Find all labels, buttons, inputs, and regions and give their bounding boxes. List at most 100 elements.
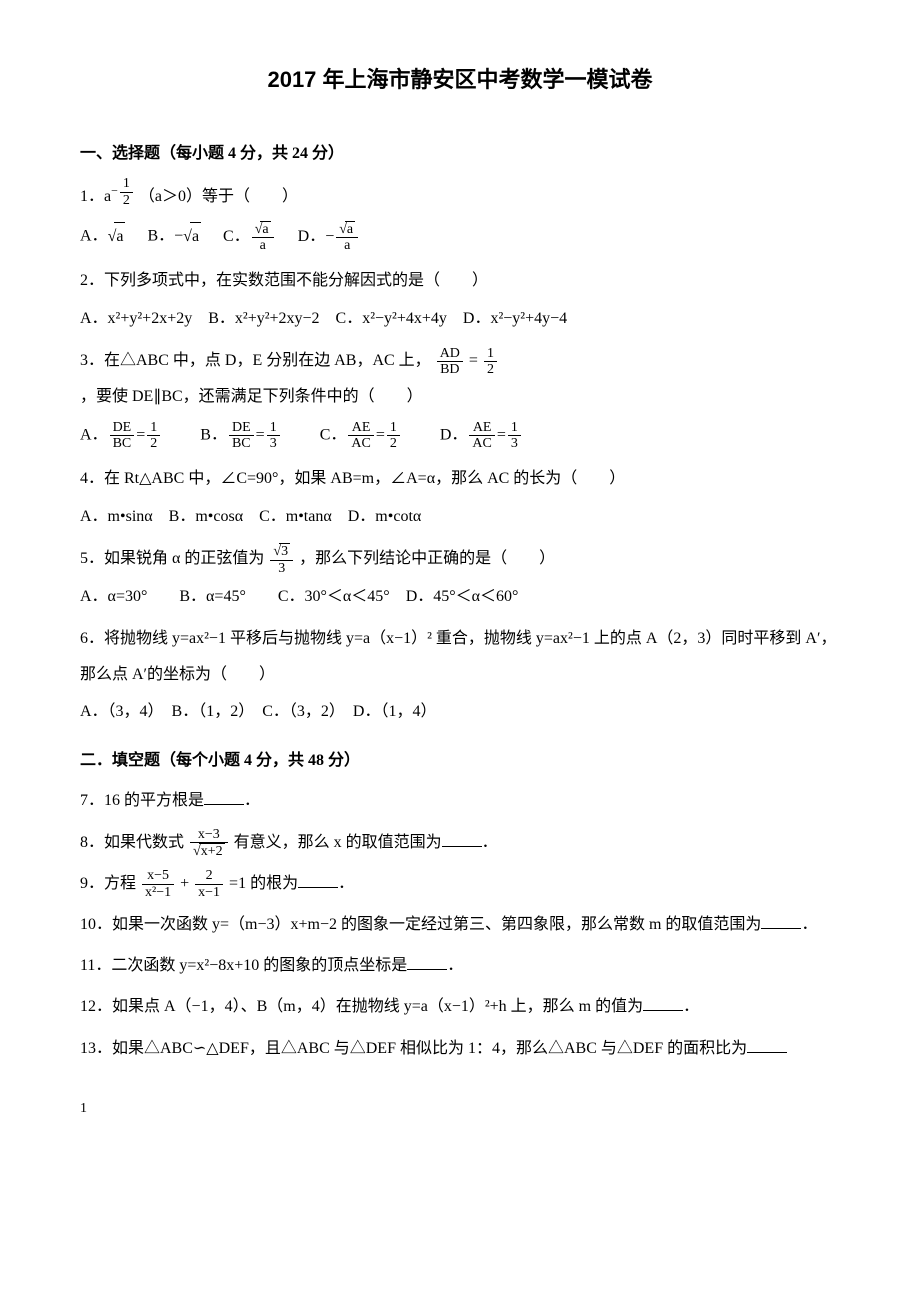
q1-optC-num-sqrt: a xyxy=(260,221,270,237)
q3-B-n: DE xyxy=(229,420,254,436)
q1-optB: B．−√a xyxy=(147,222,201,252)
page-title: 2017 年上海市静安区中考数学一模试卷 xyxy=(80,60,840,100)
q3-f1-den: BD xyxy=(437,362,463,377)
q1-suffix: （a＞0）等于（ ） xyxy=(139,188,298,205)
blank-field xyxy=(204,788,244,805)
question-8: 8．如果代数式 x−3√x+2 有意义，那么 x 的取值范围为 ． xyxy=(80,825,840,860)
question-2: 2．下列多项式中，在实数范围不能分解因式的是（ ） xyxy=(80,263,840,298)
q8-suffix: ． xyxy=(482,834,498,851)
q3-A-rn: 1 xyxy=(147,420,160,436)
q3-C-label: C． xyxy=(304,426,347,443)
q9-f2-num: 2 xyxy=(195,868,223,884)
q1-optB-sqrt: a xyxy=(190,222,201,252)
section2-heading: 二．填空题（每个小题 4 分，共 48 分） xyxy=(80,747,840,776)
q1-optD: D．−√aa xyxy=(298,221,361,254)
q12-suffix: ． xyxy=(683,998,699,1015)
question-6: 6．将抛物线 y=ax²−1 平移后与抛物线 y=a（x−1）² 重合，抛物线 … xyxy=(80,621,840,691)
q1-optB-label: B．− xyxy=(147,228,183,245)
q8-prefix: 8．如果代数式 xyxy=(80,834,184,851)
q9-f1-num: x−5 xyxy=(142,868,174,884)
q3-C-eq: = xyxy=(376,426,385,443)
q3-optB: B．DEBC=13 xyxy=(184,420,281,452)
q5-options: A．α=30° B．α=45° C．30°＜α＜45° D．45°＜α＜60° xyxy=(80,583,840,612)
q1-optD-label: D．− xyxy=(298,228,335,245)
q3-C-rd: 2 xyxy=(387,436,400,451)
q7-prefix: 7．16 的平方根是 xyxy=(80,792,204,809)
q3-prefix: 3．在△ABC 中，点 D，E 分别在边 AB，AC 上， xyxy=(80,352,431,369)
q10-prefix: 10．如果一次函数 y=（m−3）x+m−2 的图象一定经过第三、第四象限，那么… xyxy=(80,916,761,933)
q3-B-rd: 3 xyxy=(267,436,280,451)
q8-den-sqrt: x+2 xyxy=(199,843,225,859)
q3-D-rd: 3 xyxy=(508,436,521,451)
question-4: 4．在 Rt△ABC 中，∠C=90°，如果 AB=m，∠A=α，那么 AC 的… xyxy=(80,461,840,496)
blank-field xyxy=(643,994,683,1011)
question-5: 5．如果锐角 α 的正弦值为 √33 ，那么下列结论中正确的是（ ） xyxy=(80,541,840,576)
q3-A-eq: = xyxy=(136,426,145,443)
q3-B-d: BC xyxy=(229,436,254,451)
q3-f2-den: 2 xyxy=(484,362,497,377)
q1-optA-sqrt: a xyxy=(114,222,125,252)
q3-optC: C．AEAC=12 xyxy=(304,420,402,452)
q2-options: A．x²+y²+2x+2y B．x²+y²+2xy−2 C．x²−y²+4x+4… xyxy=(80,305,840,334)
blank-field xyxy=(442,830,482,847)
q9-mid: =1 的根为 xyxy=(229,875,298,892)
q3-D-d: AC xyxy=(469,436,494,451)
q12-prefix: 12．如果点 A（−1，4）、B（m，4）在抛物线 y=a（x−1）²+h 上，… xyxy=(80,998,643,1015)
q3-B-rn: 1 xyxy=(267,420,280,436)
q5-num: √3 xyxy=(270,543,293,560)
q3-A-label: A． xyxy=(80,426,108,443)
q1-optD-num: √a xyxy=(336,221,358,238)
q1-prefix: 1．a xyxy=(80,188,111,205)
q1-optC: C．√aa xyxy=(223,221,276,254)
q3-C-n: AE xyxy=(348,420,373,436)
q3-C-rn: 1 xyxy=(387,420,400,436)
q3-D-eq: = xyxy=(497,426,506,443)
question-1: 1．a−12 （a＞0）等于（ ） xyxy=(80,176,840,214)
question-7: 7．16 的平方根是 ． xyxy=(80,783,840,818)
blank-field xyxy=(747,1036,787,1053)
q3-eq: = xyxy=(469,352,478,369)
q3-C-d: AC xyxy=(348,436,373,451)
q1-optC-num: √a xyxy=(252,221,274,238)
q8-num: x−3 xyxy=(190,827,228,843)
question-9: 9．方程 x−5x²−1 + 2x−1 =1 的根为． xyxy=(80,866,840,901)
q1-optD-den: a xyxy=(336,238,358,253)
q3-A-n: DE xyxy=(110,420,135,436)
q13-prefix: 13．如果△ABC∽△DEF，且△ABC 与△DEF 相似比为 1：4，那么△A… xyxy=(80,1040,747,1057)
q9-f1-den: x²−1 xyxy=(142,885,174,900)
blank-field xyxy=(407,953,447,970)
question-12: 12．如果点 A（−1，4）、B（m，4）在抛物线 y=a（x−1）²+h 上，… xyxy=(80,989,840,1024)
q11-prefix: 11．二次函数 y=x²−8x+10 的图象的顶点坐标是 xyxy=(80,957,407,974)
question-13: 13．如果△ABC∽△DEF，且△ABC 与△DEF 相似比为 1：4，那么△A… xyxy=(80,1031,840,1066)
question-11: 11．二次函数 y=x²−8x+10 的图象的顶点坐标是 ． xyxy=(80,948,840,983)
q3-optD: D．AEAC=13 xyxy=(424,420,523,452)
q3-suffix: ，要使 DE∥BC，还需满足下列条件中的（ ） xyxy=(80,388,423,405)
q3-f1-num: AD xyxy=(437,346,463,362)
question-3: 3．在△ABC 中，点 D，E 分别在边 AB，AC 上， ADBD = 12 … xyxy=(80,343,840,413)
q3-B-label: B． xyxy=(184,426,227,443)
q11-suffix: ． xyxy=(447,957,463,974)
q9-prefix: 9．方程 xyxy=(80,875,136,892)
q7-suffix: ． xyxy=(244,792,260,809)
q3-f2-num: 1 xyxy=(484,346,497,362)
q8-mid: 有意义，那么 x 的取值范围为 xyxy=(234,834,442,851)
q1-exp-neg: − xyxy=(111,184,118,198)
q3-optA: A．DEBC=12 xyxy=(80,420,162,452)
q1-optD-num-sqrt: a xyxy=(345,221,355,237)
q9-suffix: ． xyxy=(338,875,354,892)
blank-field xyxy=(298,871,338,888)
q1-optC-label: C． xyxy=(223,228,250,245)
q3-A-rd: 2 xyxy=(147,436,160,451)
q8-den: √x+2 xyxy=(190,843,228,859)
question-10: 10．如果一次函数 y=（m−3）x+m−2 的图象一定经过第三、第四象限，那么… xyxy=(80,907,840,942)
q1-exp-num: 1 xyxy=(120,176,133,192)
q5-num-sqrt: 3 xyxy=(279,543,290,559)
q3-D-label: D． xyxy=(424,426,468,443)
q5-prefix: 5．如果锐角 α 的正弦值为 xyxy=(80,550,264,567)
q1-optC-den: a xyxy=(252,238,274,253)
q1-optA: A．√a xyxy=(80,222,125,252)
q3-D-rn: 1 xyxy=(508,420,521,436)
section1-heading: 一、选择题（每小题 4 分，共 24 分） xyxy=(80,140,840,169)
q10-suffix: ． xyxy=(801,916,817,933)
blank-field xyxy=(761,912,801,929)
